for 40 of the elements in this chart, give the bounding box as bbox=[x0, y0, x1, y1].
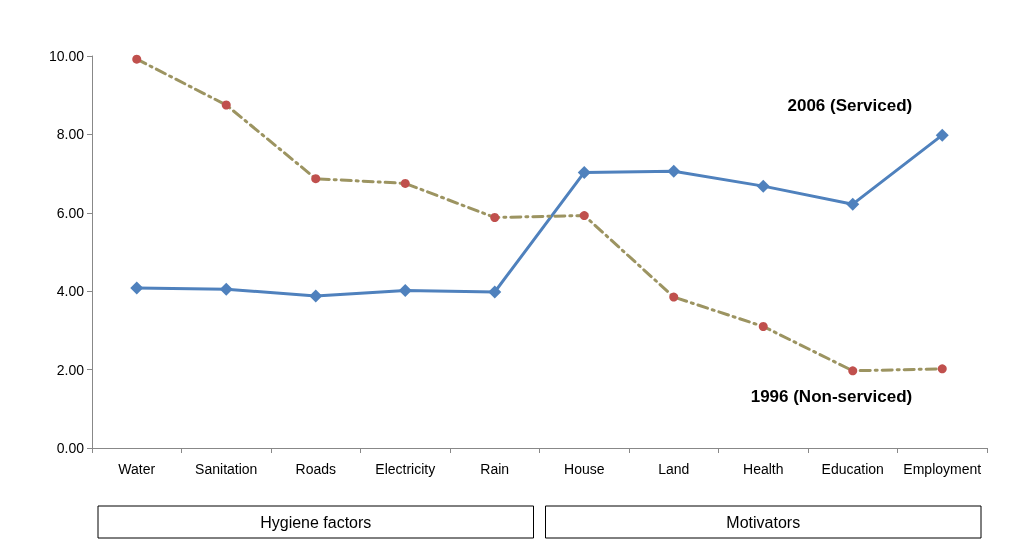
point bbox=[756, 179, 770, 193]
point bbox=[937, 364, 947, 374]
series-label: 2006 (Serviced) bbox=[787, 95, 913, 115]
x-tick-label: Roads bbox=[295, 461, 336, 477]
point bbox=[935, 128, 949, 142]
point bbox=[577, 165, 591, 179]
x-tick-label: Water bbox=[118, 461, 156, 477]
point bbox=[400, 178, 410, 188]
x-tick-label: House bbox=[564, 461, 605, 477]
y-tick-label: 0.00 bbox=[56, 440, 85, 456]
point bbox=[488, 285, 502, 299]
point bbox=[846, 197, 860, 211]
y-tick-label: 6.00 bbox=[56, 204, 85, 221]
point bbox=[309, 289, 323, 303]
point bbox=[669, 292, 679, 302]
x-tick-label: Electricity bbox=[375, 461, 436, 477]
x-tick-label: Sanitation bbox=[195, 461, 258, 477]
point bbox=[130, 281, 144, 295]
point bbox=[667, 164, 681, 178]
point bbox=[848, 366, 858, 376]
y-tick-label: 2.00 bbox=[56, 361, 85, 378]
x-tick-label: Rain bbox=[480, 461, 510, 477]
y-tick-label: 10.00 bbox=[48, 48, 85, 64]
point bbox=[579, 211, 589, 221]
x-tick-label: Employment bbox=[903, 461, 982, 477]
point bbox=[398, 283, 412, 297]
series-label: 1996 (Non-serviced) bbox=[750, 387, 913, 407]
text: Hygiene factors bbox=[260, 513, 372, 531]
text: Motivators bbox=[726, 513, 801, 531]
point bbox=[132, 54, 142, 64]
point bbox=[758, 321, 768, 331]
point bbox=[311, 174, 321, 184]
point bbox=[219, 282, 233, 296]
point bbox=[221, 100, 231, 110]
x-tick-label: Health bbox=[743, 461, 784, 477]
x-tick-label: Land bbox=[658, 461, 690, 477]
y-tick-label: 4.00 bbox=[56, 283, 85, 300]
point bbox=[490, 213, 500, 222]
x-tick-label: Education bbox=[821, 461, 884, 477]
y-tick-label: 8.00 bbox=[56, 126, 85, 143]
